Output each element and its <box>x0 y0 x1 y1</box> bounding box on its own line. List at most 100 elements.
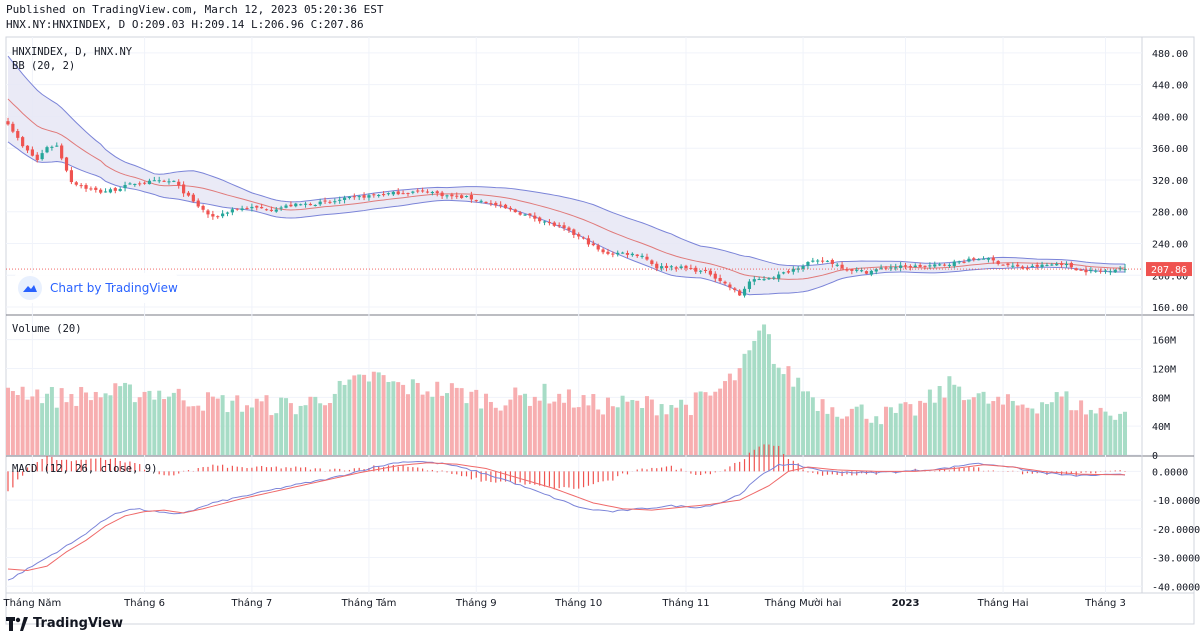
volume-bar <box>874 416 879 455</box>
candle-body <box>894 267 898 269</box>
candle-body <box>308 203 313 206</box>
volume-bar <box>1035 413 1040 455</box>
volume-bar <box>127 384 132 455</box>
volume-bar <box>313 396 318 455</box>
volume-bar <box>903 402 908 455</box>
macd-tick-label: -40.0000 <box>1152 582 1200 593</box>
candle-body <box>1113 269 1117 273</box>
candle-body <box>289 204 293 207</box>
candle-body <box>591 243 595 246</box>
volume-bar <box>566 389 571 455</box>
candle-body <box>347 196 352 199</box>
volume-bar <box>781 374 786 455</box>
candle-body <box>1001 264 1005 266</box>
volume-bar <box>810 397 815 455</box>
tradingview-logo[interactable]: TradingView <box>6 616 123 631</box>
volume-bar <box>357 374 362 455</box>
volume-bar <box>123 382 128 455</box>
candle-body <box>386 193 391 195</box>
candle-body <box>903 265 908 267</box>
candle-body <box>1016 264 1020 267</box>
volume-bar <box>615 407 620 455</box>
volume-bar <box>742 353 747 455</box>
candle-body <box>655 263 659 269</box>
volume-bar <box>79 386 84 455</box>
volume-bar <box>674 407 679 455</box>
volume-bar <box>118 386 123 455</box>
candle-body <box>196 200 200 207</box>
candle-body <box>406 193 410 195</box>
candle-body <box>35 154 39 161</box>
volume-bar <box>786 366 791 455</box>
candle-body <box>596 245 600 250</box>
candle-body <box>167 181 171 183</box>
volume-bar <box>835 416 840 455</box>
candle-body <box>1035 264 1039 267</box>
candle-body <box>899 265 903 268</box>
candle-body <box>328 201 332 203</box>
volume-bar <box>64 402 69 455</box>
candle-body <box>977 259 981 261</box>
candle-body <box>1011 265 1015 267</box>
volume-bar <box>1049 402 1054 455</box>
volume-bar <box>249 407 254 455</box>
candle-body <box>781 272 786 274</box>
candle-body <box>55 145 59 147</box>
bollinger-upper-band <box>7 55 1126 267</box>
candle-body <box>606 251 610 254</box>
volume-bar <box>825 413 830 455</box>
volume-bar <box>449 383 454 455</box>
volume-indicator-label: Volume (20) <box>12 323 82 335</box>
volume-bar <box>1015 405 1020 455</box>
candle-body <box>552 222 556 226</box>
time-tick-label: Tháng 11 <box>661 597 709 609</box>
candle-body <box>94 187 98 190</box>
candle-body <box>562 225 566 229</box>
volume-bar <box>927 389 932 455</box>
volume-bar <box>215 398 220 455</box>
candle-body <box>1074 268 1078 271</box>
candle-body <box>445 195 449 197</box>
volume-bar <box>162 399 167 455</box>
candle-body <box>474 200 478 202</box>
candle-body <box>650 260 654 264</box>
volume-bar <box>152 399 157 455</box>
volume-bar <box>820 399 825 455</box>
tradingview-logo-icon <box>6 616 28 631</box>
candle-body <box>396 191 400 195</box>
candlestick-series <box>6 117 1127 298</box>
candle-body <box>503 204 508 209</box>
volume-bar <box>542 383 547 455</box>
candle-body <box>645 256 649 260</box>
candle-body <box>455 195 459 197</box>
candle-body <box>572 229 576 235</box>
volume-bar <box>113 383 118 455</box>
volume-bar <box>435 381 440 455</box>
candle-body <box>577 234 581 237</box>
candle-body <box>528 213 532 216</box>
volume-bar <box>635 400 640 455</box>
candle-body <box>972 258 976 260</box>
volume-bar <box>562 402 567 455</box>
price-tick-label: 400.00 <box>1152 112 1188 123</box>
candle-body <box>879 267 883 269</box>
volume-bar <box>640 408 645 455</box>
volume-bar <box>142 391 147 455</box>
chart-by-tradingview-badge[interactable]: Chart by TradingView <box>14 273 178 303</box>
candle-body <box>757 279 761 281</box>
macd-tick-label: 0.0000 <box>1152 467 1188 478</box>
volume-bar <box>420 394 425 455</box>
candle-body <box>1006 263 1010 266</box>
candle-body <box>825 260 830 262</box>
candle-body <box>435 191 439 194</box>
volume-bar <box>396 382 401 455</box>
volume-bar <box>518 395 523 455</box>
candle-body <box>772 277 776 279</box>
candle-body <box>1045 265 1049 267</box>
volume-bar <box>1040 402 1045 455</box>
candle-body <box>377 195 381 197</box>
candle-body <box>279 207 283 209</box>
volume-bar <box>376 372 381 455</box>
volume-bar <box>69 394 74 455</box>
